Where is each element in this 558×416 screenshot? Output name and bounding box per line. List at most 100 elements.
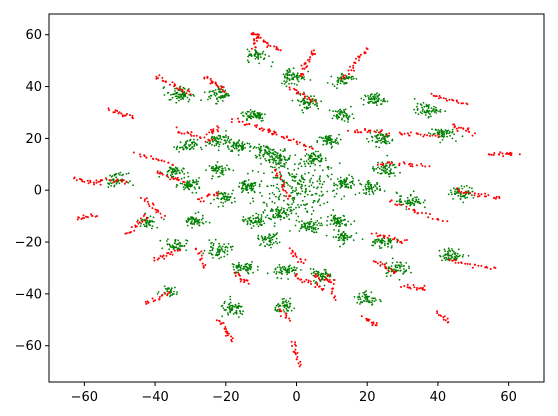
scatter-point-green	[393, 163, 396, 166]
scatter-point-red	[159, 255, 162, 257]
scatter-point-green	[250, 263, 253, 266]
scatter-point-green	[273, 216, 276, 219]
scatter-point-green	[262, 241, 265, 244]
scatter-point-green	[266, 237, 269, 239]
scatter-point-green	[262, 220, 265, 223]
scatter-point-red	[209, 139, 212, 142]
scatter-point-green	[211, 175, 214, 178]
scatter-point-red	[398, 203, 401, 206]
scatter-point-green	[175, 101, 178, 104]
scatter-point-red	[294, 253, 297, 256]
scatter-point-green	[258, 183, 261, 186]
scatter-point-green	[364, 294, 367, 297]
scatter-point-red	[210, 79, 213, 82]
scatter-point-green	[283, 83, 286, 85]
scatter-point-green	[314, 226, 317, 229]
scatter-point-green	[372, 193, 375, 195]
scatter-point-green	[217, 88, 220, 90]
scatter-point-green	[215, 139, 217, 142]
scatter-point-green	[436, 132, 439, 134]
scatter-point-red	[498, 197, 501, 200]
scatter-point-green	[341, 118, 343, 121]
scatter-point-green	[371, 299, 374, 302]
scatter-point-green	[413, 204, 415, 207]
scatter-point-green	[454, 252, 457, 254]
scatter-point-green	[216, 161, 219, 163]
scatter-point-green	[258, 143, 261, 146]
scatter-point-green	[242, 216, 245, 218]
scatter-point-green	[343, 120, 346, 122]
scatter-point-green	[209, 94, 212, 97]
scatter-point-green	[275, 176, 278, 179]
scatter-point-green	[327, 137, 330, 139]
scatter-point-red	[180, 132, 183, 135]
scatter-point-red	[163, 292, 166, 294]
scatter-point-green	[376, 92, 378, 94]
scatter-point-green	[301, 220, 303, 223]
scatter-point-red	[275, 48, 278, 51]
scatter-point-green	[277, 209, 280, 212]
scatter-point-red	[76, 218, 79, 221]
scatter-point-green	[296, 194, 299, 196]
scatter-point-red	[255, 37, 258, 40]
scatter-point-red	[217, 192, 220, 195]
scatter-point-green	[183, 188, 186, 191]
scatter-point-red	[312, 49, 315, 52]
scatter-point-green	[295, 189, 298, 191]
scatter-point-green	[257, 237, 259, 240]
scatter-point-green	[170, 291, 173, 293]
scatter-point-green	[431, 128, 433, 131]
scatter-point-green	[193, 221, 196, 224]
scatter-point-red	[391, 269, 394, 272]
scatter-point-green	[383, 240, 386, 243]
scatter-point-green	[262, 50, 265, 53]
scatter-point-green	[293, 180, 295, 182]
scatter-point-green	[326, 174, 329, 177]
scatter-point-red	[155, 157, 158, 160]
scatter-point-green	[462, 254, 465, 256]
scatter-point-red	[269, 129, 272, 132]
scatter-point-green	[322, 140, 325, 143]
scatter-point-red	[158, 74, 161, 77]
scatter-point-green	[359, 301, 362, 304]
scatter-point-red	[278, 171, 281, 174]
scatter-point-green	[280, 267, 283, 269]
scatter-point-green	[350, 184, 352, 187]
scatter-point-green	[274, 166, 276, 169]
scatter-point-green	[372, 166, 374, 168]
scatter-point-red	[216, 194, 219, 197]
scatter-point-green	[208, 95, 210, 98]
scatter-point-green	[249, 53, 252, 55]
scatter-point-red	[484, 192, 487, 195]
scatter-point-green	[224, 195, 227, 198]
scatter-point-green	[374, 135, 376, 137]
scatter-point-green	[260, 223, 263, 226]
scatter-point-green	[303, 195, 306, 198]
scatter-point-green	[323, 180, 325, 183]
scatter-point-red	[215, 83, 218, 86]
scatter-point-green	[449, 189, 452, 192]
scatter-point-green	[259, 53, 261, 56]
scatter-point-green	[337, 79, 340, 82]
scatter-point-green	[209, 202, 212, 205]
scatter-point-red	[205, 133, 208, 136]
scatter-point-green	[278, 190, 281, 193]
scatter-point-green	[302, 99, 304, 102]
scatter-point-green	[283, 166, 286, 168]
scatter-point-green	[189, 139, 191, 142]
scatter-point-green	[444, 253, 447, 256]
scatter-point-green	[442, 136, 445, 139]
scatter-point-green	[174, 93, 177, 95]
scatter-point-red	[105, 177, 107, 180]
scatter-point-red	[518, 153, 521, 156]
scatter-point-red	[167, 251, 170, 254]
scatter-point-green	[332, 223, 335, 226]
scatter-point-green	[246, 110, 249, 113]
scatter-point-green	[173, 290, 175, 293]
scatter-point-green	[195, 220, 198, 223]
scatter-point-green	[421, 106, 423, 109]
scatter-point-green	[276, 154, 278, 157]
scatter-point-green	[113, 184, 116, 187]
scatter-point-green	[275, 151, 277, 154]
scatter-point-green	[309, 106, 312, 109]
